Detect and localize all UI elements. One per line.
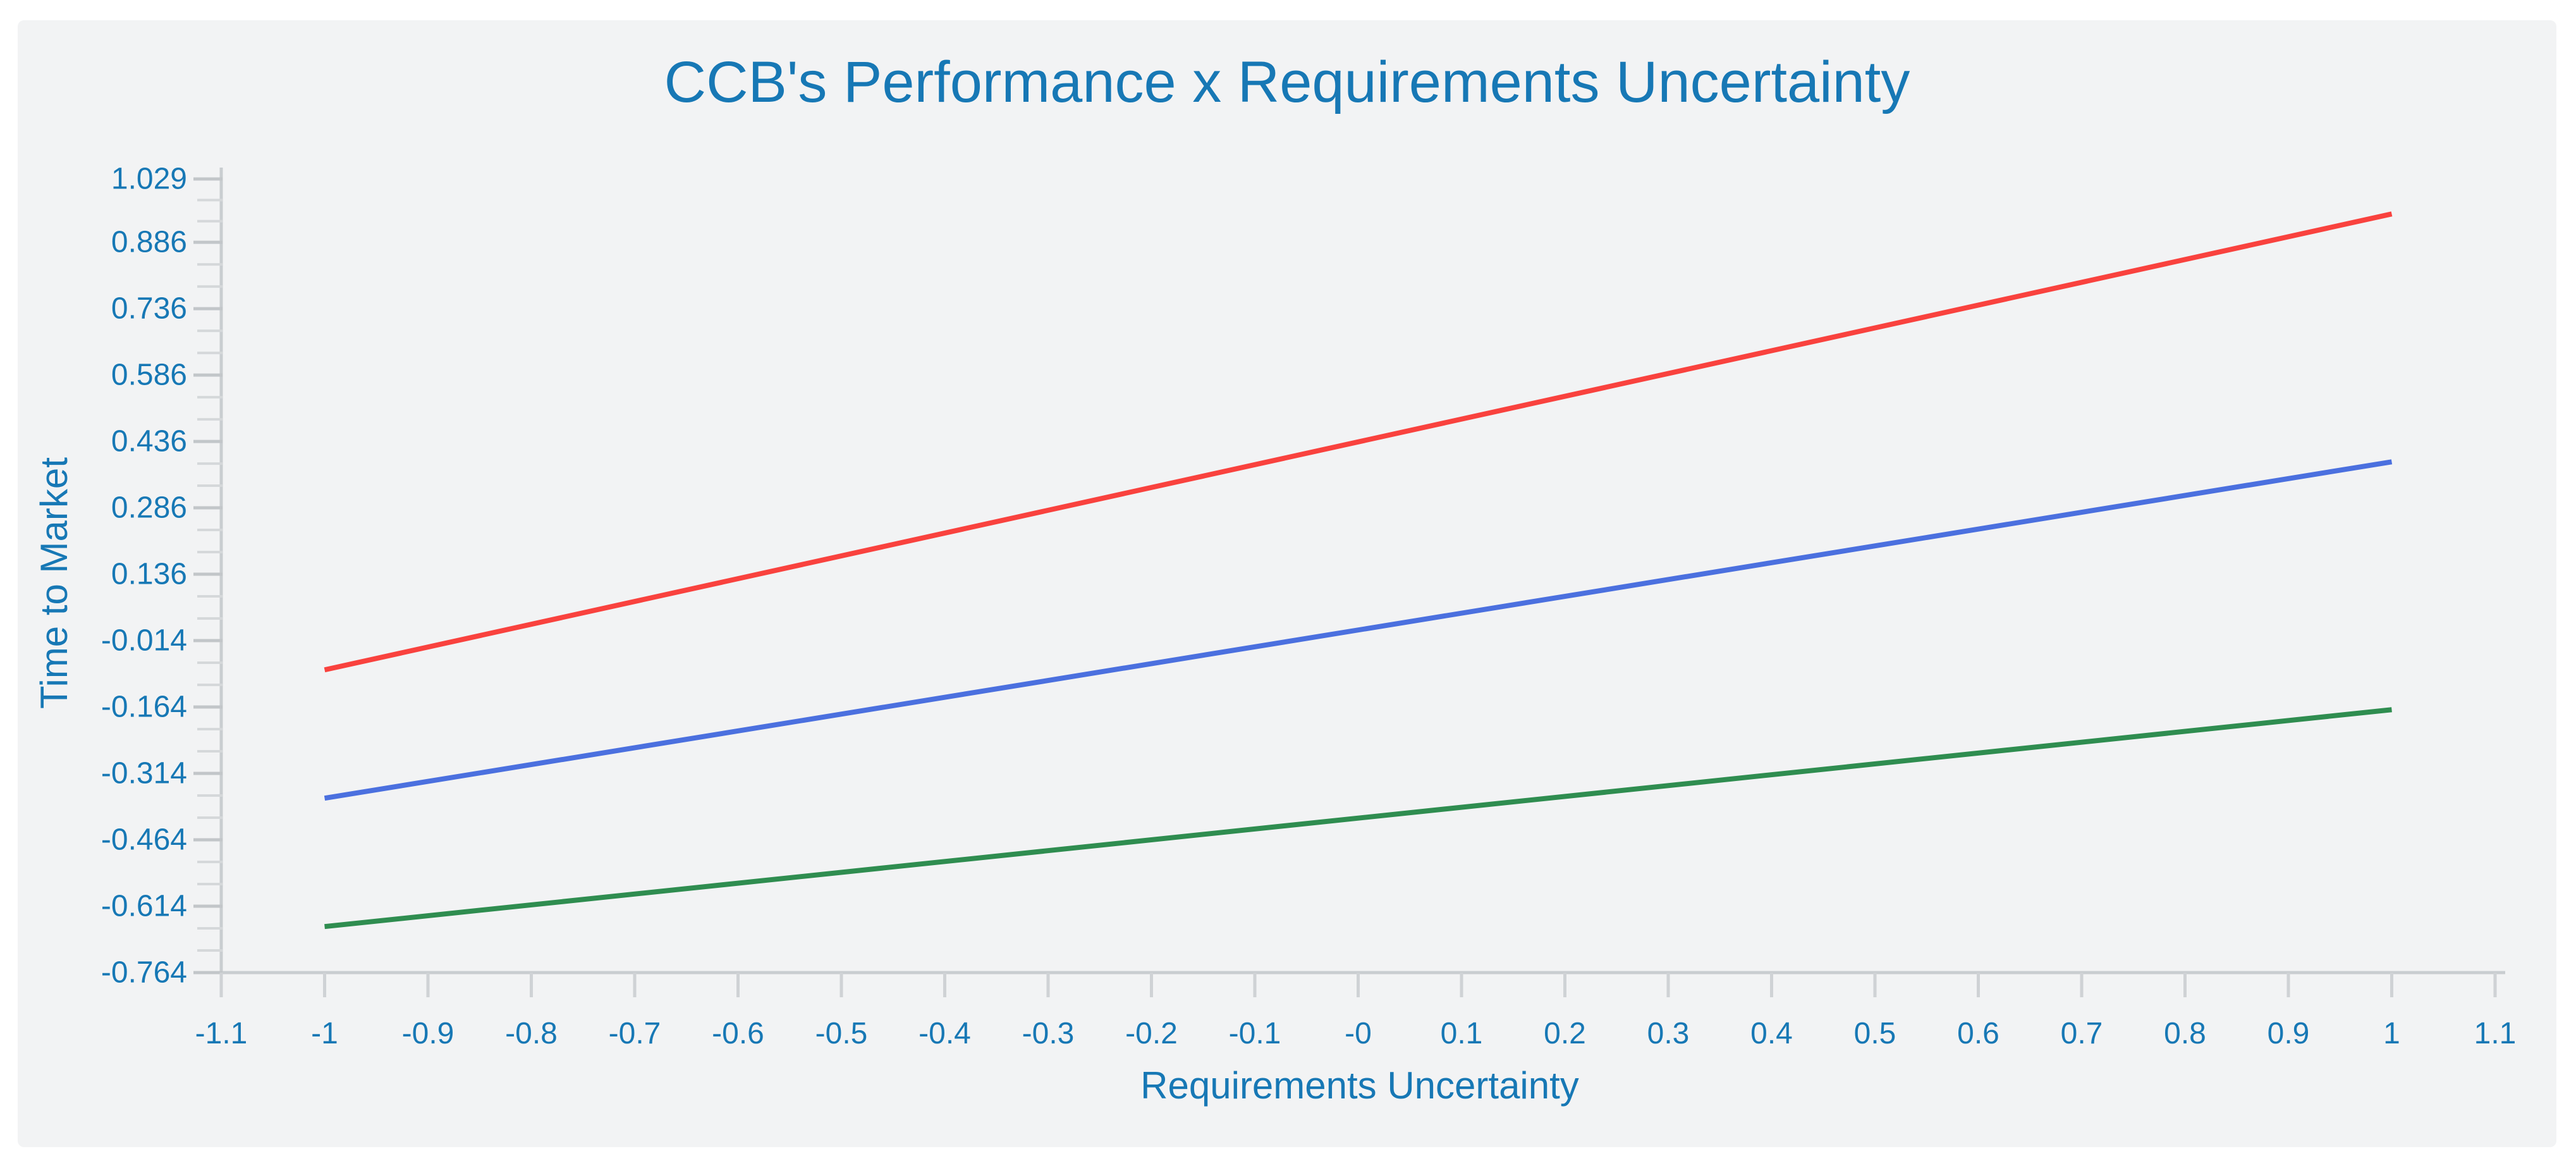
x-tick-label: 1.1 [2474, 1017, 2517, 1050]
x-tick-label: -0.9 [402, 1017, 455, 1050]
series-blue-line [324, 459, 2393, 801]
x-tick-label: 0.8 [2164, 1017, 2206, 1050]
x-tick-label: -0.6 [712, 1017, 764, 1050]
x-tick-label: -0.8 [505, 1017, 558, 1050]
y-tick-label: 1.029 [111, 163, 187, 196]
y-tick-label: 0.586 [111, 359, 187, 392]
x-tick-label: -1.1 [195, 1017, 248, 1050]
y-tick-label: -0.164 [101, 691, 187, 724]
chart-title: CCB's Performance x Requirements Uncerta… [664, 50, 1910, 114]
x-tick-label: 0.5 [1854, 1017, 1896, 1050]
x-tick-label: 1 [2383, 1017, 2400, 1050]
y-tick-label: 0.736 [111, 292, 187, 326]
y-tick-label: 0.436 [111, 425, 187, 458]
x-tick-label: 0.6 [1957, 1017, 1999, 1050]
series-green-line [324, 707, 2392, 930]
x-tick-label: 0.3 [1647, 1017, 1690, 1050]
x-tick-label: 0.1 [1441, 1017, 1483, 1050]
y-tick-label: 0.136 [111, 558, 187, 591]
x-tick-label: -0 [1345, 1017, 1372, 1050]
x-tick-label: -0.4 [919, 1017, 971, 1050]
x-tick-label: -1 [311, 1017, 338, 1050]
x-tick-label: 0.4 [1750, 1017, 1793, 1050]
y-axis-title: Time to Market [33, 457, 75, 709]
y-tick-label: 0.886 [111, 226, 187, 259]
x-tick-label: -0.3 [1022, 1017, 1075, 1050]
y-tick-label: -0.614 [101, 890, 187, 923]
y-tick-label: -0.464 [101, 823, 187, 857]
x-tick-label: 0.7 [2061, 1017, 2103, 1050]
y-tick-label: 0.286 [111, 491, 187, 525]
x-tick-label: 0.9 [2268, 1017, 2310, 1050]
x-axis-title: Requirements Uncertainty [1140, 1064, 1579, 1107]
x-tick-label: 0.2 [1544, 1017, 1586, 1050]
y-tick-label: -0.014 [101, 624, 187, 658]
x-tick-label: -0.7 [609, 1017, 661, 1050]
x-tick-label: -0.2 [1125, 1017, 1178, 1050]
y-tick-label: -0.314 [101, 757, 187, 790]
chart-panel [18, 20, 2556, 1147]
y-tick-label: -0.764 [101, 956, 187, 990]
x-tick-label: -0.5 [815, 1017, 868, 1050]
x-tick-label: -0.1 [1229, 1017, 1281, 1050]
series-red-line [324, 211, 2393, 673]
